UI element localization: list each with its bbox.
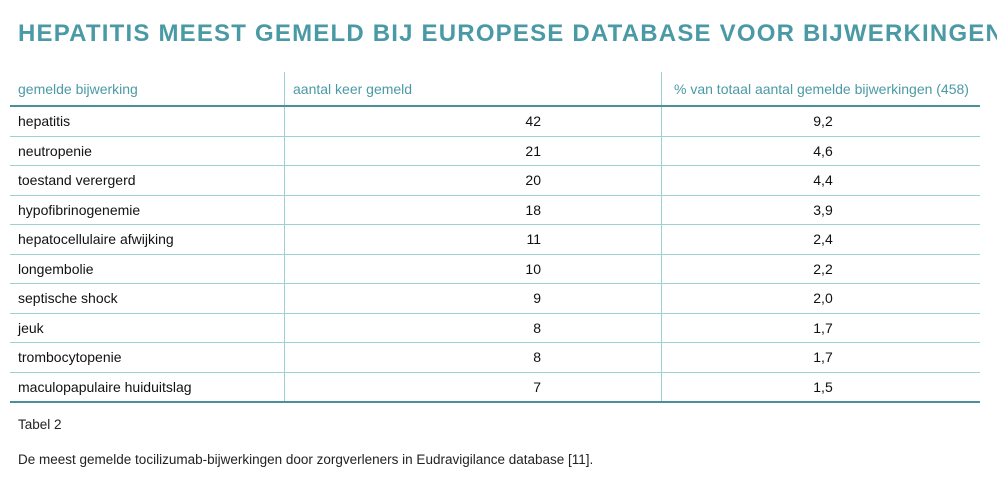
page-title: HEPATITIS MEEST GEMELD BIJ EUROPESE DATA… bbox=[18, 20, 997, 47]
table-row: hepatocellulaire afwijking 11 2,4 bbox=[10, 224, 980, 255]
table-row: hepatitis 42 9,2 bbox=[10, 106, 980, 137]
cell-count: 10 bbox=[284, 254, 662, 284]
cell-count: 9 bbox=[284, 283, 662, 314]
cell-percentage: 1,5 bbox=[661, 372, 980, 403]
cell-count: 42 bbox=[284, 106, 662, 137]
cell-percentage: 4,4 bbox=[661, 165, 980, 196]
header-percentage: % van totaal aantal gemelde bijwerkingen… bbox=[661, 72, 980, 107]
cell-adverse-effect: hypofibrinogenemie bbox=[10, 195, 285, 225]
table-row: trombocytopenie 8 1,7 bbox=[10, 342, 980, 373]
cell-adverse-effect: jeuk bbox=[10, 313, 285, 343]
table-row: jeuk 8 1,7 bbox=[10, 313, 980, 343]
table-row: maculopapulaire huiduitslag 7 1,5 bbox=[10, 372, 980, 403]
table-caption: De meest gemelde tocilizumab-bijwerkinge… bbox=[18, 452, 594, 467]
cell-percentage: 4,6 bbox=[661, 136, 980, 166]
cell-adverse-effect: maculopapulaire huiduitslag bbox=[10, 372, 285, 403]
cell-percentage: 2,4 bbox=[661, 224, 980, 255]
cell-count: 8 bbox=[284, 313, 662, 343]
header-adverse-effect: gemelde bijwerking bbox=[10, 72, 285, 107]
table-header-row: gemelde bijwerking aantal keer gemeld % … bbox=[10, 72, 980, 107]
cell-adverse-effect: hepatitis bbox=[10, 106, 285, 137]
cell-adverse-effect: septische shock bbox=[10, 283, 285, 314]
cell-percentage: 1,7 bbox=[661, 342, 980, 373]
cell-percentage: 2,2 bbox=[661, 254, 980, 284]
cell-count: 21 bbox=[284, 136, 662, 166]
table-row: neutropenie 21 4,6 bbox=[10, 136, 980, 166]
cell-percentage: 2,0 bbox=[661, 283, 980, 314]
cell-count: 20 bbox=[284, 165, 662, 196]
cell-adverse-effect: hepatocellulaire afwijking bbox=[10, 224, 285, 255]
table-row: hypofibrinogenemie 18 3,9 bbox=[10, 195, 980, 225]
cell-adverse-effect: neutropenie bbox=[10, 136, 285, 166]
cell-count: 7 bbox=[284, 372, 662, 403]
cell-count: 18 bbox=[284, 195, 662, 225]
cell-percentage: 1,7 bbox=[661, 313, 980, 343]
cell-count: 11 bbox=[284, 224, 662, 255]
table-row: toestand verergerd 20 4,4 bbox=[10, 165, 980, 196]
cell-count: 8 bbox=[284, 342, 662, 373]
cell-percentage: 9,2 bbox=[661, 106, 980, 137]
cell-adverse-effect: trombocytopenie bbox=[10, 342, 285, 373]
cell-adverse-effect: longembolie bbox=[10, 254, 285, 284]
table-row: longembolie 10 2,2 bbox=[10, 254, 980, 284]
table-row: septische shock 9 2,0 bbox=[10, 283, 980, 314]
table-label: Tabel 2 bbox=[18, 417, 62, 432]
adverse-effects-table: gemelde bijwerking aantal keer gemeld % … bbox=[10, 72, 980, 403]
header-count: aantal keer gemeld bbox=[284, 72, 662, 107]
cell-adverse-effect: toestand verergerd bbox=[10, 165, 285, 196]
cell-percentage: 3,9 bbox=[661, 195, 980, 225]
